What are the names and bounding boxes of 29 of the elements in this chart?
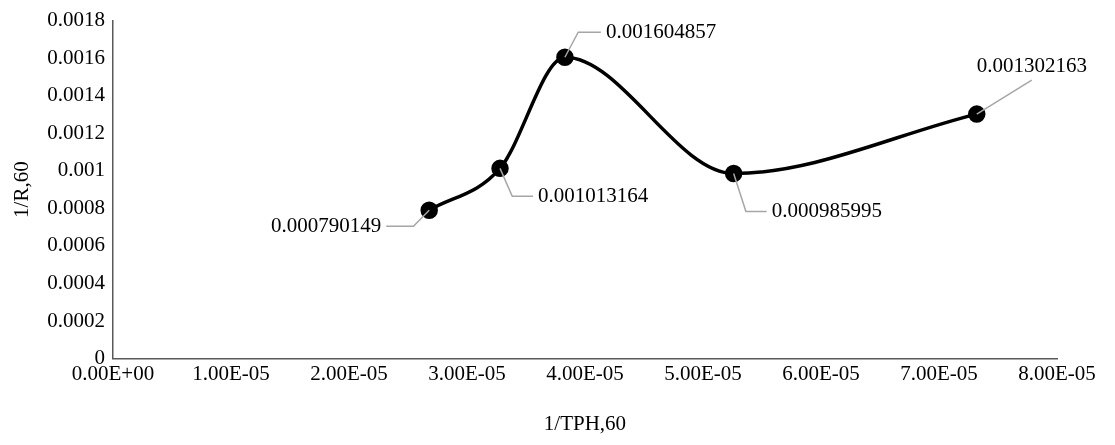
- data-label: 0.000985995: [771, 197, 882, 222]
- x-axis-title: 1/TPH,60: [543, 410, 627, 435]
- y-tick-label: 0.0002: [47, 307, 105, 332]
- y-tick-label: 0.0016: [47, 44, 105, 69]
- y-tick-label: 0.0008: [47, 194, 105, 219]
- y-tick-label: 0.001: [57, 157, 105, 182]
- x-tick-label: 3.00E-05: [428, 360, 506, 385]
- point: [968, 105, 986, 123]
- x-tick-label: 5.00E-05: [664, 360, 742, 385]
- x-tick-label: 8.00E-05: [1018, 360, 1096, 385]
- point: [556, 48, 574, 66]
- data-label: 0.001302163: [976, 52, 1087, 77]
- x-tick-label: 4.00E-05: [546, 360, 624, 385]
- x-tick-label: 1.00E-05: [192, 360, 270, 385]
- point: [724, 164, 743, 183]
- y-tick-label: 0.0012: [47, 119, 105, 144]
- y-tick-label: 0.0014: [47, 82, 106, 107]
- data-label: 0.000790149: [270, 212, 382, 237]
- y-tick-label: 0.0006: [47, 232, 105, 257]
- x-tick-label: 2.00E-05: [310, 360, 388, 385]
- x-tick-label: 7.00E-05: [900, 360, 978, 385]
- point: [491, 159, 509, 178]
- x-tick-label: 6.00E-05: [782, 360, 860, 385]
- point: [420, 201, 438, 219]
- y-tick-label: 0.0018: [47, 7, 105, 32]
- y-axis-title: 1/R,60: [9, 161, 34, 218]
- y-tick-label: 0.0004: [47, 270, 106, 294]
- data-label: 0.001604857: [605, 18, 717, 43]
- data-label: 0.001013164: [538, 182, 649, 207]
